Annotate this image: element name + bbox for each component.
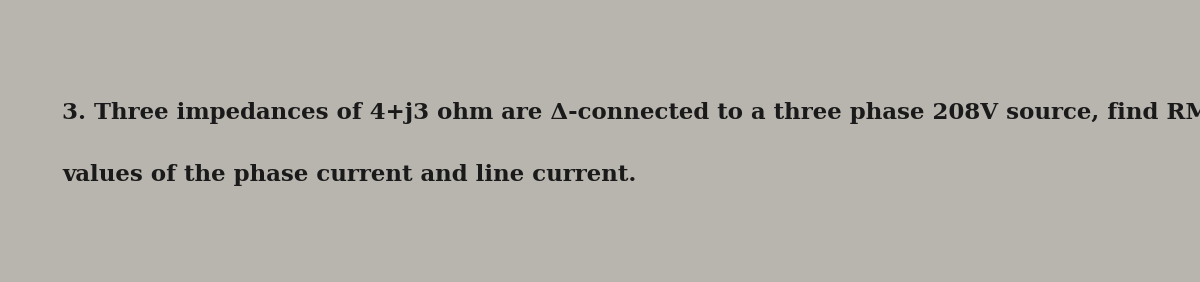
- Text: 3. Three impedances of 4+j3 ohm are Δ-connected to a three phase 208V source, fi: 3. Three impedances of 4+j3 ohm are Δ-co…: [62, 102, 1200, 124]
- Text: values of the phase current and line current.: values of the phase current and line cur…: [62, 164, 637, 186]
